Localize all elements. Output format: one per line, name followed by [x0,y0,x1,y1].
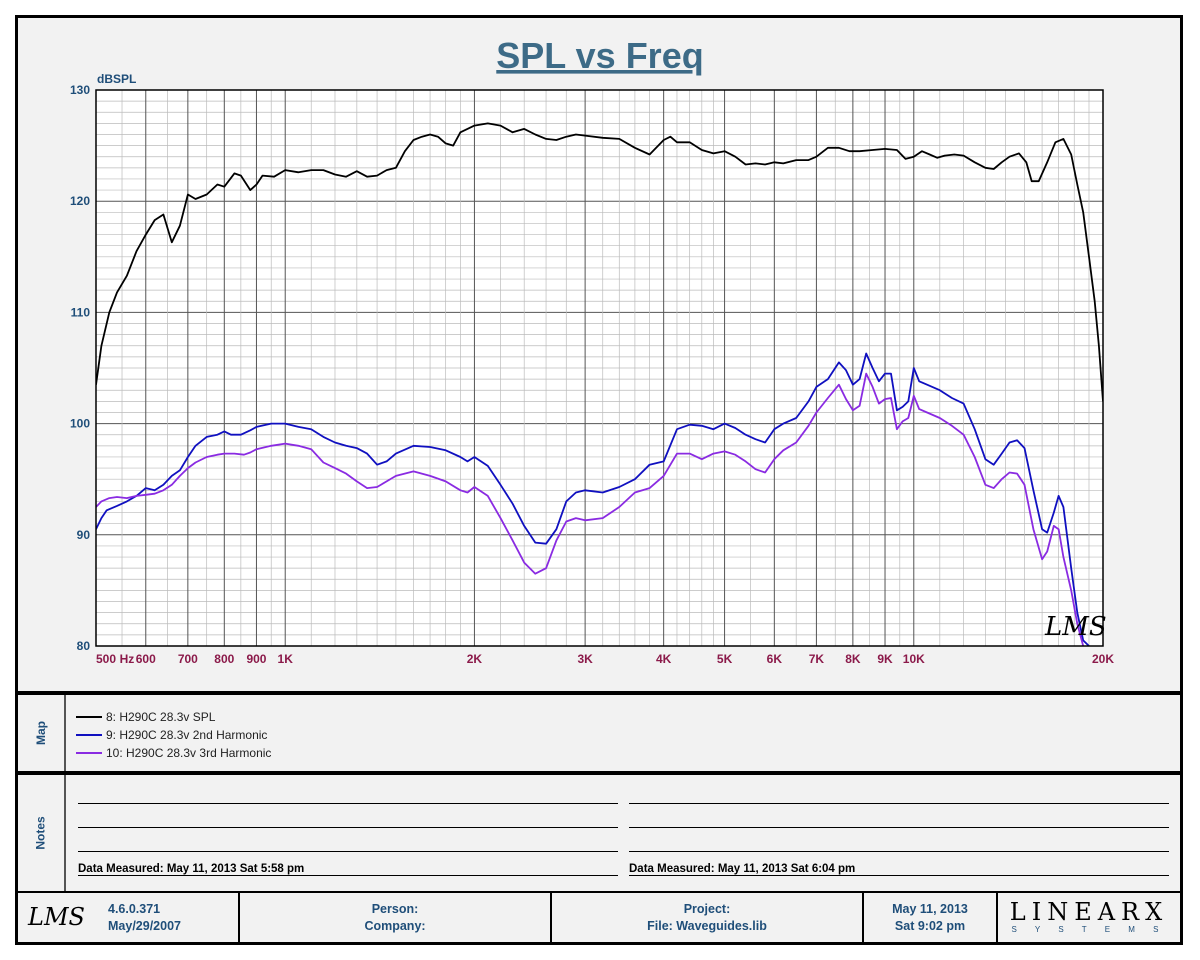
version-date: May/29/2007 [108,919,181,933]
x-tick-label: 600 [136,652,156,666]
y-tick-label: 110 [71,305,91,319]
lms-logo: LMS [28,903,85,931]
footer-version-cell: LMS 4.6.0.371 May/29/2007 [18,893,240,942]
x-tick-label: 10K [903,652,925,666]
legend-item-label: 9: H290C 28.3v 2nd Harmonic [106,727,268,742]
series-line-1 [96,122,1103,402]
footer-date-cell: May 11, 2013 Sat 9:02 pm [864,893,998,942]
x-tick-label: 20K [1092,652,1114,666]
divider [18,691,1180,695]
note-line [78,803,618,804]
company-label: Company: [364,919,426,933]
y-axis-label: dBSPL [97,72,136,86]
legend-item-label: 8: H290C 28.3v SPL [106,709,216,724]
note-line [78,875,618,876]
file-label: File: Waveguides.lib [647,919,767,933]
x-tick-label: 900 [246,652,266,666]
plot-border [95,89,1104,647]
chart-title: SPL vs Freq [496,35,703,76]
x-tick-label: 700 [178,652,198,666]
person-label: Person: [371,902,419,916]
note-line [629,827,1169,828]
y-tick-label: 100 [70,417,90,431]
map-section: Map 8: H290C 28.3v SPL 9: H290C 28.3v 2n… [18,695,1180,771]
x-tick-label: 4K [656,652,672,666]
linearx-logo: LINEARX [1009,898,1169,926]
series-layer [96,122,1103,646]
note-line [78,827,618,828]
grid [95,89,1104,647]
map-label-text: Map [34,721,48,745]
series-line-3 [96,372,1085,646]
legend-swatch [76,733,102,736]
divider [18,771,1180,775]
notes-section: Notes Data Measured: May 11, 2013 Sat 5:… [18,775,1180,891]
y-tick-label: 120 [70,194,90,208]
x-tick-label: 5K [717,652,733,666]
footer-time: Sat 9:02 pm [894,919,966,933]
legend-item-3rd-harmonic: 10: H290C 28.3v 3rd Harmonic [76,744,271,761]
x-tick-label: 1K [278,652,294,666]
legend-item-2nd-harmonic: 9: H290C 28.3v 2nd Harmonic [76,726,267,743]
watermark-logo: LMS [1044,612,1107,642]
y-tick-label: 130 [70,83,90,97]
footer-project-cell: Project: File: Waveguides.lib [552,893,864,942]
series-line-2 [96,352,1090,646]
legend-swatch [76,751,102,754]
x-tick-label: 500 [96,652,116,666]
legend-swatch [76,715,102,718]
note-line [629,803,1169,804]
y-tick-label: 80 [77,639,91,653]
x-tick-label: 8K [845,652,861,666]
axes: 130 120 110 100 90 80 500 Hz 600 700 800 900 1K 2K 3K 4… [70,83,1114,666]
data-measured-left: Data Measured: May 11, 2013 Sat 5:58 pm [78,863,305,875]
notes-section-label: Notes [18,775,66,891]
project-label: Project: [683,902,731,916]
note-line [78,851,618,852]
x-tick-label: Hz [120,652,135,666]
x-tick-label: 7K [809,652,825,666]
footer-date: May 11, 2013 [892,902,968,916]
legend-item-label: 10: H290C 28.3v 3rd Harmonic [106,745,272,760]
note-line [629,851,1169,852]
x-tick-label: 6K [767,652,783,666]
linearx-systems-text: S Y S T E M S [1011,925,1167,934]
chart-panel: SPL vs Freq dBSPL 130 120 110 100 90 80 500 Hz 6… [18,18,1180,694]
map-section-label: Map [18,695,66,771]
x-tick-label: 3K [577,652,593,666]
notes-label-text: Notes [34,816,48,850]
data-measured-right: Data Measured: May 11, 2013 Sat 6:04 pm [629,863,856,875]
x-tick-label: 9K [877,652,893,666]
x-tick-label: 2K [467,652,483,666]
footer-person-cell: Person: Company: [240,893,552,942]
x-tick-label: 800 [214,652,234,666]
legend-item-spl: 8: H290C 28.3v SPL [76,708,215,725]
y-tick-label: 90 [77,528,91,542]
note-line [629,875,1169,876]
footer-brand-cell: LINEARX S Y S T E M S [998,893,1180,942]
version-number: 4.6.0.371 [108,902,161,916]
footer: LMS 4.6.0.371 May/29/2007 Person: Compan… [18,893,1180,942]
